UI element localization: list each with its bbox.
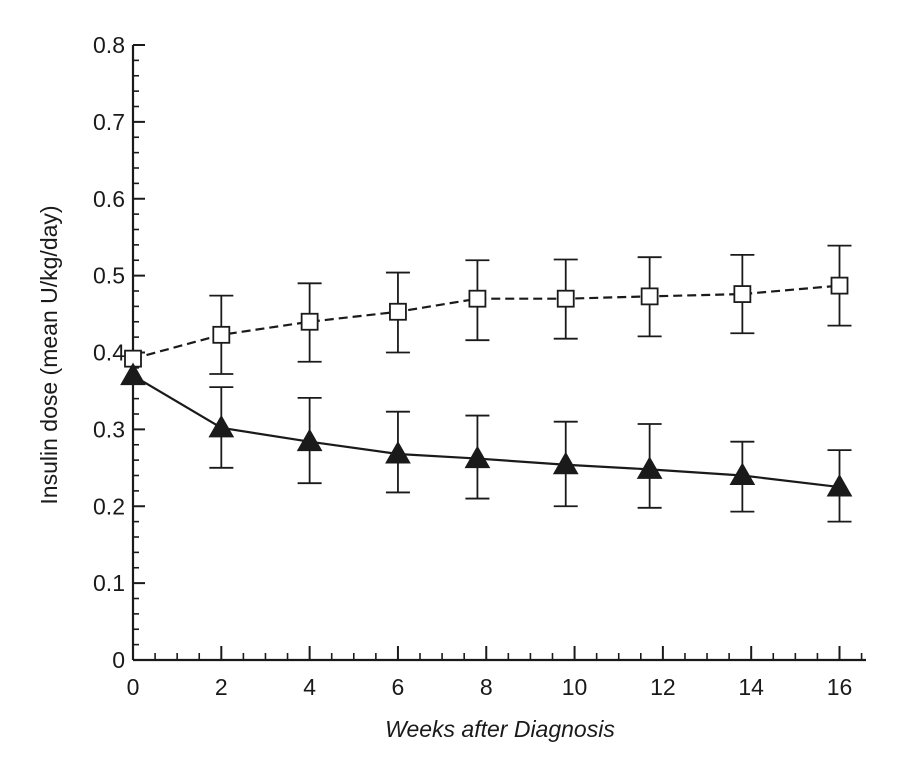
y-tick-label: 0.5	[93, 263, 125, 289]
x-axis-title: Weeks after Diagnosis	[385, 716, 615, 742]
y-tick-label: 0.4	[93, 340, 125, 366]
axes: 0 0.1 0.2 0.3 0.4 0.5 0.6 0.7 0.8 0 2 4 6 8 10 12 14 16	[93, 32, 866, 700]
y-tick-label: 0.8	[93, 32, 125, 58]
series-0	[124, 244, 852, 375]
series-1	[120, 362, 853, 523]
y-tick-label: 0	[112, 647, 125, 673]
data-point	[552, 451, 579, 475]
data-point	[296, 428, 323, 452]
y-tick-label: 0.2	[93, 493, 125, 519]
y-axis-title: Insulin dose (mean U/kg/day)	[36, 205, 62, 504]
x-tick-label: 0	[127, 674, 140, 700]
x-tick-label: 6	[392, 674, 405, 700]
data-point	[468, 289, 487, 308]
y-tick-label: 0.3	[93, 416, 125, 442]
data-point	[636, 456, 663, 479]
x-tick-labels: 0 2 4 6 8 10 12 14 16	[127, 674, 853, 700]
data-point	[729, 462, 756, 485]
data-point	[212, 325, 231, 344]
y-ticks	[133, 44, 145, 661]
series-layer	[120, 244, 853, 523]
y-tick-label: 0.7	[93, 109, 125, 135]
x-tick-label: 8	[480, 674, 493, 700]
x-tick-label: 14	[738, 674, 764, 700]
x-tick-label: 4	[303, 674, 316, 700]
data-point	[120, 362, 146, 386]
y-tick-label: 0.1	[93, 570, 125, 596]
y-tick-labels: 0 0.1 0.2 0.3 0.4 0.5 0.6 0.7 0.8	[93, 32, 125, 673]
data-point	[464, 445, 491, 469]
data-point	[389, 302, 407, 321]
x-minor-ticks	[154, 653, 863, 660]
data-point	[826, 474, 853, 497]
x-tick-label: 12	[650, 674, 676, 700]
x-tick-label: 10	[562, 674, 588, 700]
x-ticks	[132, 646, 841, 660]
y-tick-label: 0.6	[93, 186, 125, 212]
data-point	[556, 289, 575, 308]
x-tick-label: 2	[215, 674, 228, 700]
data-point	[208, 414, 235, 438]
data-point	[385, 440, 411, 464]
data-point	[830, 276, 849, 295]
data-point	[733, 285, 752, 303]
data-point	[300, 312, 319, 331]
x-tick-label: 16	[827, 674, 853, 700]
data-point	[640, 287, 659, 306]
